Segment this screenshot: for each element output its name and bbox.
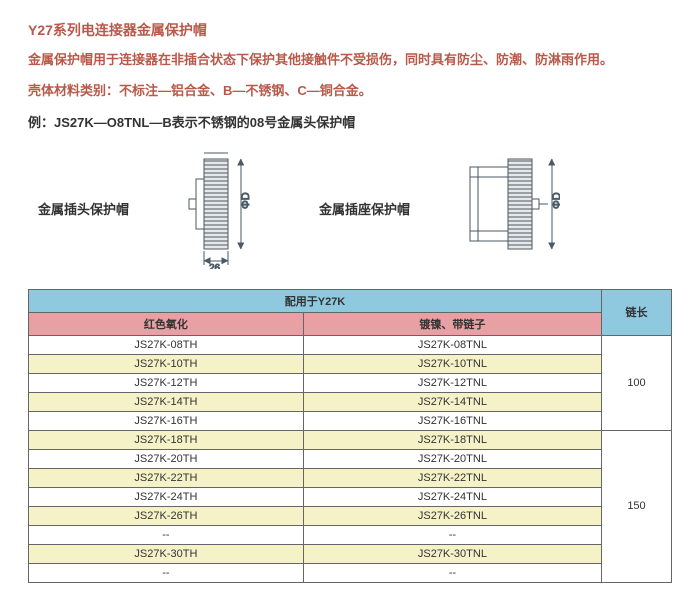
cell-chain-length: 100 [602, 335, 672, 430]
table-subheader-red: 红色氧化 [29, 312, 304, 335]
cell-red: JS27K-10TH [29, 354, 304, 373]
socket-cap-drawing: ΦD [430, 149, 560, 269]
cell-red: JS27K-18TH [29, 430, 304, 449]
svg-text:26: 26 [209, 263, 221, 269]
table-subheader-plated: 镀镍、带链子 [303, 312, 601, 335]
example-line: 例：JS27K—O8TNL—B表示不锈钢的08号金属头保护帽 [28, 112, 672, 131]
cell-red: JS27K-12TH [29, 373, 304, 392]
diagram-socket-label: 金属插座保护帽 [319, 199, 410, 218]
description-line-2: 壳体材料类别：不标注—铝合金、B—不锈钢、C—铜合金。 [28, 81, 672, 102]
cell-plated: -- [303, 525, 601, 544]
cell-plated: JS27K-14TNL [303, 392, 601, 411]
cell-red: JS27K-26TH [29, 506, 304, 525]
table-row: JS27K-12THJS27K-12TNL [29, 373, 672, 392]
cell-plated: JS27K-18TNL [303, 430, 601, 449]
table-row: JS27K-10THJS27K-10TNL [29, 354, 672, 373]
table-row: JS27K-16THJS27K-16TNL [29, 411, 672, 430]
table-row: JS27K-30THJS27K-30TNL [29, 544, 672, 563]
cell-plated: JS27K-20TNL [303, 449, 601, 468]
cell-chain-length: 150 [602, 430, 672, 582]
cell-plated: JS27K-24TNL [303, 487, 601, 506]
description-line-1: 金属保护帽用于连接器在非插合状态下保护其他接触件不受损伤，同时具有防尘、防潮、防… [28, 50, 672, 71]
cell-red: JS27K-30TH [29, 544, 304, 563]
cell-red: JS27K-20TH [29, 449, 304, 468]
cell-red: JS27K-08TH [29, 335, 304, 354]
diagram-plug-label: 金属插头保护帽 [38, 199, 129, 218]
cell-plated: JS27K-12TNL [303, 373, 601, 392]
table-row: JS27K-18THJS27K-18TNL150 [29, 430, 672, 449]
diagram-row: 金属插头保护帽 [28, 149, 672, 269]
table-body: JS27K-08THJS27K-08TNL100JS27K-10THJS27K-… [29, 335, 672, 582]
diagram-socket-cap: 金属插座保护帽 [319, 149, 560, 269]
plug-cap-drawing: ΦD 26 [149, 149, 259, 269]
cell-red: -- [29, 525, 304, 544]
cell-red: JS27K-24TH [29, 487, 304, 506]
page-title: Y27系列电连接器金属保护帽 [28, 20, 672, 40]
table-row: JS27K-22THJS27K-22TNL [29, 468, 672, 487]
cell-plated: JS27K-10TNL [303, 354, 601, 373]
cell-red: JS27K-14TH [29, 392, 304, 411]
cell-plated: JS27K-22TNL [303, 468, 601, 487]
table-row: JS27K-26THJS27K-26TNL [29, 506, 672, 525]
table-row: ---- [29, 563, 672, 582]
cell-plated: JS27K-16TNL [303, 411, 601, 430]
table-row: JS27K-24THJS27K-24TNL [29, 487, 672, 506]
cell-plated: -- [303, 563, 601, 582]
cell-red: JS27K-16TH [29, 411, 304, 430]
table-row: JS27K-14THJS27K-14TNL [29, 392, 672, 411]
cell-plated: JS27K-26TNL [303, 506, 601, 525]
diagram-plug-cap: 金属插头保护帽 [38, 149, 259, 269]
table-row: ---- [29, 525, 672, 544]
table-row: JS27K-20THJS27K-20TNL [29, 449, 672, 468]
spec-table: 配用于Y27K 链长 红色氧化 镀镍、带链子 JS27K-08THJS27K-0… [28, 289, 672, 583]
cell-plated: JS27K-08TNL [303, 335, 601, 354]
table-header-main: 配用于Y27K [29, 289, 602, 312]
svg-text:ΦD: ΦD [551, 192, 560, 209]
cell-red: -- [29, 563, 304, 582]
svg-text:ΦD: ΦD [240, 192, 252, 209]
table-header-chain: 链长 [602, 289, 672, 335]
table-row: JS27K-08THJS27K-08TNL100 [29, 335, 672, 354]
cell-plated: JS27K-30TNL [303, 544, 601, 563]
cell-red: JS27K-22TH [29, 468, 304, 487]
